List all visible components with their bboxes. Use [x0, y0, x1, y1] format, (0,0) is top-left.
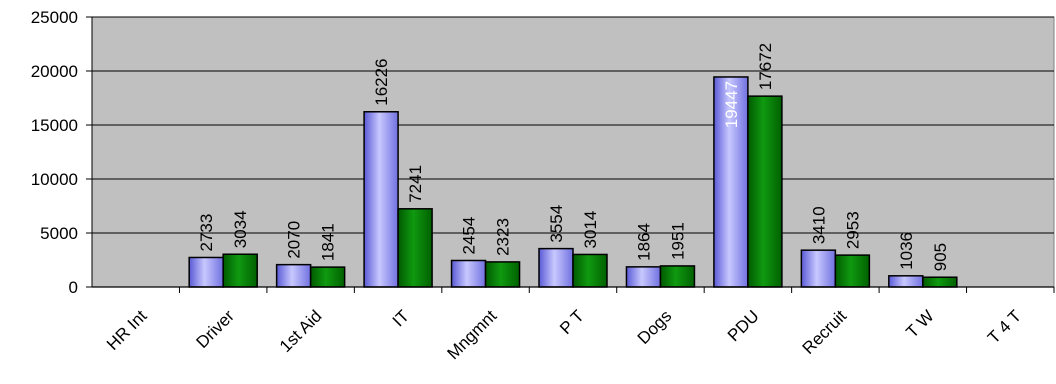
x-tick-label: T W — [902, 306, 937, 341]
bar-green — [309, 266, 346, 288]
bar-blue — [625, 266, 662, 288]
bars — [188, 76, 958, 288]
x-tick-label: PDU — [724, 306, 763, 345]
data-label: 3410 — [809, 206, 828, 244]
x-tick-label: Mngmnt — [444, 306, 501, 363]
data-label: 2323 — [494, 218, 513, 256]
x-tick-label: Dogs — [634, 306, 675, 347]
gridlines — [92, 16, 1054, 234]
x-tick-label: T 4 T — [984, 306, 1025, 347]
y-tick-label: 20000 — [31, 62, 78, 81]
data-label: 7241 — [406, 165, 425, 203]
data-label: 3554 — [547, 205, 566, 243]
y-tick-label: 25000 — [31, 8, 78, 27]
bar-blue — [888, 275, 924, 288]
bar-green — [747, 95, 783, 288]
bar-blue — [800, 249, 837, 288]
bar-blue — [713, 76, 749, 288]
plot-area — [91, 16, 1055, 288]
bar-blue — [188, 256, 224, 288]
data-label: 3034 — [231, 210, 250, 248]
y-axis: 0 5000 10000 15000 20000 25000 — [31, 8, 93, 297]
y-tick-label: 15000 — [31, 116, 78, 135]
x-axis: HR Int Driver 1st Aid IT Mngmnt P T Dogs PDU Rec… — [92, 286, 1055, 363]
y-tick-label: 0 — [69, 278, 78, 297]
data-label: 905 — [931, 243, 950, 271]
data-label: 2953 — [843, 211, 862, 249]
data-label: 1841 — [319, 223, 338, 261]
x-tick-label: IT — [389, 306, 413, 330]
bar-green — [834, 254, 871, 288]
bar-blue — [538, 247, 574, 288]
y-tick-label: 5000 — [40, 224, 78, 243]
bar-green — [659, 265, 696, 288]
data-label: 16226 — [372, 58, 391, 105]
data-label: 17672 — [756, 43, 775, 90]
x-tick-label: HR Int — [103, 306, 151, 354]
bar-green — [222, 253, 258, 288]
bar-green — [922, 276, 958, 288]
data-label: 1951 — [668, 222, 687, 260]
bar-green — [572, 253, 608, 288]
x-tick-label: P T — [556, 306, 588, 338]
data-label: 1864 — [634, 223, 653, 261]
data-label: 1036 — [897, 232, 916, 270]
x-tick-label: Recruit — [799, 306, 851, 358]
data-label: 2454 — [460, 217, 479, 255]
bar-blue — [450, 259, 487, 288]
bar-green — [484, 261, 521, 288]
y-tick-label: 10000 — [31, 170, 78, 189]
data-label: 2733 — [197, 214, 216, 252]
data-labels: 2733 3034 2070 1841 16226 7241 2454 2323 3554 301… — [197, 43, 950, 271]
x-tick-label: 1st Aid — [276, 306, 326, 356]
data-label: 19447 — [722, 81, 741, 128]
data-label: 3014 — [581, 211, 600, 249]
bar-green — [397, 208, 433, 288]
data-label: 2070 — [285, 221, 304, 259]
bar-blue — [363, 111, 399, 288]
x-tick-label: Driver — [193, 306, 239, 352]
bar-blue — [275, 263, 312, 288]
